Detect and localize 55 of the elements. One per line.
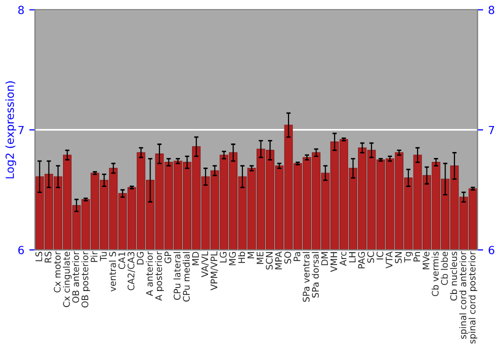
x-tick-label: Cb vermis	[432, 252, 439, 296]
y-tick-label: 6	[18, 246, 24, 254]
y2-tick-label: 8	[488, 6, 494, 14]
x-tick-label: M	[248, 252, 254, 258]
x-tick-label: SCN	[266, 252, 273, 270]
x-tick-label: LG	[220, 252, 227, 262]
x-tick-label: GP	[164, 252, 172, 264]
y-tick-label: 8	[18, 6, 24, 14]
x-tick-label: LH	[348, 252, 356, 262]
x-tick-label: Cb nucleus	[450, 252, 458, 301]
x-tick-label: A anterior	[146, 251, 153, 296]
x-tick-label: DG	[136, 252, 144, 264]
x-tick-label: CA2/CA3	[128, 252, 136, 290]
x-tick-label: Tu	[100, 252, 107, 262]
x-tick-label: SPa ventral	[302, 252, 310, 302]
x-tick-label: OB anterior	[72, 251, 80, 303]
x-tick-label: DM	[321, 252, 328, 266]
x-tick-label: SN	[394, 252, 402, 264]
x-tick-label: CPu lateral	[174, 252, 181, 300]
x-tick-label: SC	[367, 252, 374, 263]
x-tick-label: Cx motor	[54, 251, 61, 292]
x-tick-label: VPM/VPL	[210, 251, 218, 290]
x-tick-label: spinal cord anterior	[459, 251, 468, 339]
x-tick-label: SO	[284, 252, 292, 264]
x-tick-label: MD	[192, 252, 199, 266]
x-tick-label: Tg	[404, 252, 413, 263]
x-tick-label: ventral S	[108, 252, 116, 292]
x-tick-label: RS	[44, 252, 52, 262]
x-tick-label: Pir	[90, 251, 98, 262]
x-tick-label: Pn	[413, 252, 420, 262]
y-axis-title: Log2 (expression)	[5, 81, 16, 178]
x-tick-label: SPa dorsal	[312, 252, 319, 298]
x-tick-label: Cx cingulate	[62, 252, 72, 308]
x-tick-label: Hb	[238, 252, 246, 263]
x-tick-label: LS	[35, 252, 42, 262]
x-tick-label: Pa	[294, 252, 300, 261]
y2-tick-label: 7	[488, 126, 494, 134]
x-tick-label: VA/VL	[201, 251, 209, 278]
x-tick-label: OB posterior	[81, 251, 90, 308]
x-tick-label: MPA	[275, 251, 282, 270]
y-tick-label: 7	[18, 126, 24, 134]
x-tick-label: CPu medial	[182, 252, 190, 302]
x-tick-label: CA1	[118, 252, 126, 270]
x-tick-label: VTA	[386, 251, 392, 268]
x-tick-label: PAG	[358, 252, 365, 268]
x-tick-label: VMH	[330, 252, 338, 272]
x-tick-label: Arc	[340, 252, 346, 266]
x-tick-label: ME	[256, 252, 264, 264]
x-tick-label: IC	[376, 252, 384, 260]
x-tick-label: MVe	[422, 252, 430, 270]
x-tick-label: MG	[228, 252, 236, 266]
x-tick-label: A posterior	[155, 251, 164, 301]
y2-tick-label: 6	[488, 246, 494, 254]
x-tick-label: Cb lobe	[440, 252, 448, 286]
x-tick-label: spinal cord posterior	[468, 251, 478, 344]
